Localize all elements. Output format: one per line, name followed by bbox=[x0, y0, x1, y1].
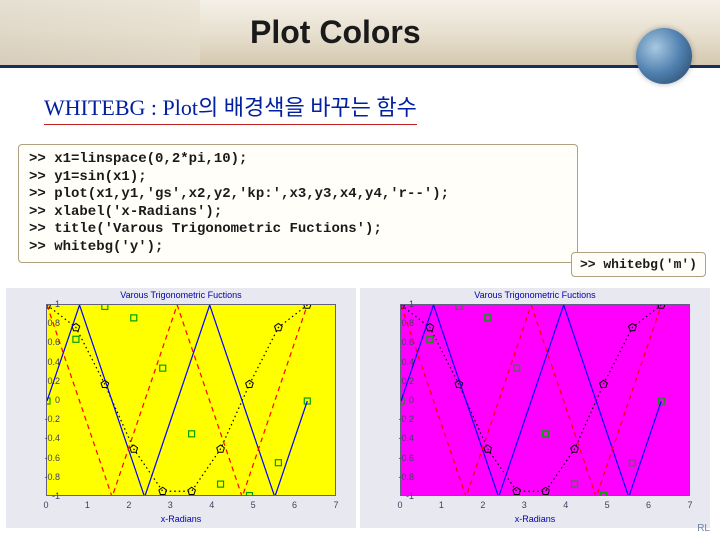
x-tick-label: 2 bbox=[480, 500, 485, 510]
x-tick-label: 0 bbox=[397, 500, 402, 510]
x-tick-label: 1 bbox=[439, 500, 444, 510]
code-line: >> plot(x1,y1,'gs',x2,y2,'kp:',x3,y3,x4,… bbox=[29, 186, 567, 204]
x-tick-label: 6 bbox=[292, 500, 297, 510]
charts-row: Varous Trigonometric Fuctions-1-0.8-0.6-… bbox=[6, 288, 710, 528]
y-tick-label: 1 bbox=[409, 299, 414, 309]
y-tick-label: -0.6 bbox=[398, 453, 414, 463]
y-tick-label: 0.2 bbox=[47, 376, 60, 386]
y-tick-label: 1 bbox=[55, 299, 60, 309]
chart-magenta: Varous Trigonometric Fuctions-1-0.8-0.6-… bbox=[360, 288, 710, 528]
x-tick-label: 3 bbox=[168, 500, 173, 510]
x-tick-label: 5 bbox=[605, 500, 610, 510]
subtitle-text: WHITEBG : Plot의 배경색을 바꾸는 함수 bbox=[44, 90, 417, 125]
code-line: >> y1=sin(x1); bbox=[29, 169, 567, 187]
x-tick-label: 4 bbox=[209, 500, 214, 510]
x-axis-label: x-Radians bbox=[6, 514, 356, 524]
code-block-whitebg-m: >> whitebg('m') bbox=[571, 252, 706, 277]
y-tick-label: 0.6 bbox=[47, 337, 60, 347]
y-tick-label: 0 bbox=[55, 395, 60, 405]
y-tick-label: -0.2 bbox=[44, 414, 60, 424]
x-tick-label: 1 bbox=[85, 500, 90, 510]
y-tick-label: -0.4 bbox=[44, 433, 60, 443]
code-line: >> xlabel('x-Radians'); bbox=[29, 204, 567, 222]
y-tick-label: -0.4 bbox=[398, 433, 414, 443]
x-tick-label: 5 bbox=[251, 500, 256, 510]
y-tick-label: -0.6 bbox=[44, 453, 60, 463]
watermark: RL bbox=[697, 523, 710, 534]
x-tick-label: 7 bbox=[687, 500, 692, 510]
code-line: >> x1=linspace(0,2*pi,10); bbox=[29, 151, 567, 169]
x-tick-label: 4 bbox=[563, 500, 568, 510]
code-line: >> title('Varous Trigonometric Fuctions'… bbox=[29, 221, 567, 239]
x-tick-label: 3 bbox=[522, 500, 527, 510]
page-title: Plot Colors bbox=[250, 14, 421, 51]
y-tick-label: 0.4 bbox=[47, 357, 60, 367]
plot-area bbox=[46, 304, 336, 496]
y-tick-label: 0.8 bbox=[401, 318, 414, 328]
x-tick-label: 0 bbox=[43, 500, 48, 510]
x-tick-label: 7 bbox=[333, 500, 338, 510]
y-tick-label: -1 bbox=[52, 491, 60, 501]
globe-icon bbox=[636, 28, 692, 84]
y-tick-label: 0.2 bbox=[401, 376, 414, 386]
code-block-main: >> x1=linspace(0,2*pi,10); >> y1=sin(x1)… bbox=[18, 144, 578, 263]
header-bg-photo bbox=[0, 0, 200, 68]
x-tick-label: 2 bbox=[126, 500, 131, 510]
plot-area bbox=[400, 304, 690, 496]
y-tick-label: -0.2 bbox=[398, 414, 414, 424]
y-tick-label: 0.6 bbox=[401, 337, 414, 347]
x-axis-label: x-Radians bbox=[360, 514, 710, 524]
y-tick-label: 0.8 bbox=[47, 318, 60, 328]
chart-yellow: Varous Trigonometric Fuctions-1-0.8-0.6-… bbox=[6, 288, 356, 528]
y-tick-label: -0.8 bbox=[398, 472, 414, 482]
slide-header: Plot Colors bbox=[0, 0, 720, 68]
y-tick-label: -1 bbox=[406, 491, 414, 501]
y-tick-label: 0.4 bbox=[401, 357, 414, 367]
x-tick-label: 6 bbox=[646, 500, 651, 510]
code-line: >> whitebg('y'); bbox=[29, 239, 567, 257]
y-tick-label: -0.8 bbox=[44, 472, 60, 482]
y-tick-label: 0 bbox=[409, 395, 414, 405]
